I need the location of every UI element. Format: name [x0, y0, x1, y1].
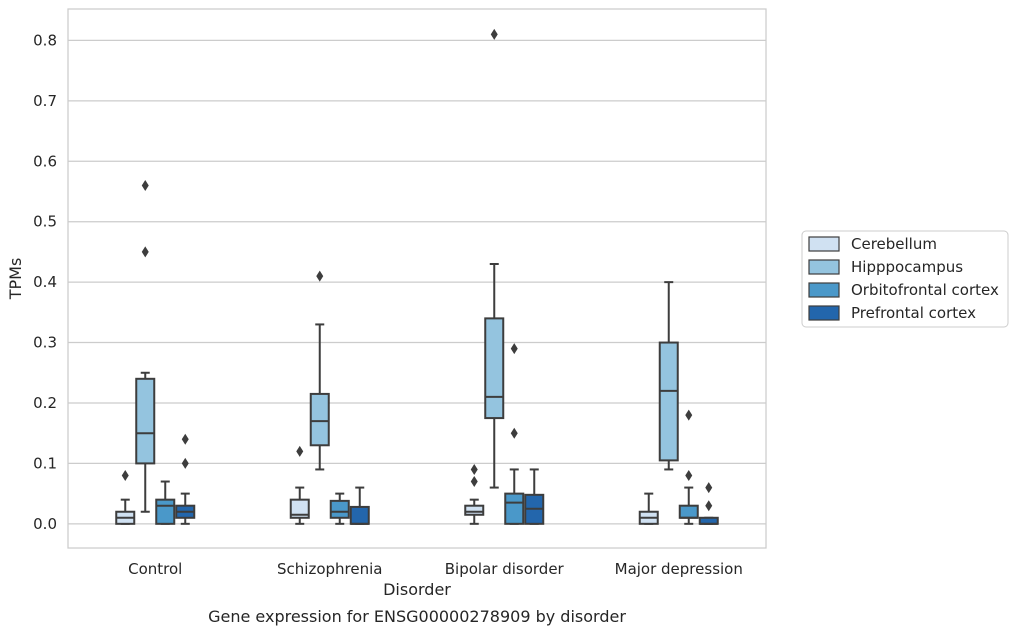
legend-label: Prefrontal cortex — [851, 304, 976, 322]
outlier-point — [121, 469, 129, 481]
y-tick-label: 0.0 — [33, 515, 57, 533]
y-axis-label: TPMs — [6, 258, 25, 301]
box-iqr — [155, 498, 176, 525]
outlier-point — [685, 469, 693, 481]
x-tick-label: Major depression — [615, 560, 743, 578]
box-hipppocampus — [658, 281, 679, 471]
box-prefrontal-cortex — [175, 433, 196, 525]
box-orbitofrontal-cortex — [155, 480, 176, 525]
box-cerebellum — [115, 469, 136, 525]
box-cerebellum — [289, 445, 310, 525]
box-iqr — [464, 504, 485, 516]
outlier-point — [705, 500, 713, 512]
outlier-point — [316, 270, 324, 282]
outlier-point — [490, 28, 498, 40]
box-prefrontal-cortex — [524, 468, 545, 525]
box-cerebellum — [464, 463, 485, 525]
box-prefrontal-cortex — [698, 482, 719, 525]
outlier-point — [141, 246, 149, 258]
legend-label: Cerebellum — [851, 235, 937, 253]
box-iqr — [678, 504, 699, 519]
outlier-point — [705, 482, 713, 494]
box-iqr — [504, 492, 525, 525]
box-hipppocampus — [484, 28, 505, 489]
box-iqr — [658, 341, 679, 462]
y-tick-label: 0.1 — [33, 454, 57, 472]
box-hipppocampus — [135, 179, 156, 513]
box-orbitofrontal-cortex — [678, 409, 699, 525]
y-tick-label: 0.6 — [33, 152, 57, 170]
legend: Cerebellum Hipppocampus Orbitofrontal cort… — [801, 230, 1009, 328]
legend-swatch — [808, 259, 840, 275]
chart-caption: Gene expression for ENSG00000278909 by d… — [208, 607, 626, 626]
boxes — [115, 28, 719, 525]
outlier-point — [470, 476, 478, 488]
box-iqr — [289, 498, 310, 519]
outlier-point — [685, 409, 693, 421]
legend-frame — [801, 230, 1009, 328]
box-iqr — [135, 377, 156, 465]
x-tick-label: Bipolar disorder — [445, 560, 565, 578]
box-iqr — [309, 392, 330, 447]
outlier-point — [141, 179, 149, 191]
y-tick-labels: 0.0 0.1 0.2 0.3 0.4 0.5 0.6 0.7 0.8 — [33, 31, 57, 532]
outlier-point — [510, 427, 518, 439]
outlier-point — [181, 433, 189, 445]
outlier-point — [181, 457, 189, 469]
legend-swatch — [808, 305, 840, 321]
box-iqr — [349, 505, 370, 525]
x-tick-labels: Control Schizophrenia Bipolar disorder Majo… — [128, 560, 743, 578]
box-orbitofrontal-cortex — [504, 343, 525, 525]
y-tick-label: 0.8 — [33, 31, 57, 49]
box-iqr — [484, 317, 505, 420]
x-axis-label: Disorder — [383, 580, 451, 599]
outlier-point — [510, 343, 518, 355]
outlier-point — [470, 463, 478, 475]
box-cerebellum — [638, 492, 659, 525]
box-hipppocampus — [309, 270, 330, 471]
plot-area-frame — [67, 8, 767, 549]
y-tick-label: 0.7 — [33, 92, 57, 110]
y-tick-label: 0.5 — [33, 213, 57, 231]
y-tick-label: 0.3 — [33, 334, 57, 352]
x-tick-label: Schizophrenia — [277, 560, 382, 578]
box-orbitofrontal-cortex — [329, 492, 350, 525]
legend-label: Orbitofrontal cortex — [851, 281, 999, 299]
x-tick-label: Control — [128, 560, 182, 578]
legend-label: Hipppocampus — [851, 258, 963, 276]
y-tick-label: 0.2 — [33, 394, 57, 412]
outlier-point — [296, 445, 304, 457]
y-tick-label: 0.4 — [33, 273, 57, 291]
box-prefrontal-cortex — [349, 486, 370, 525]
legend-swatch — [808, 236, 840, 252]
box-iqr — [329, 499, 350, 519]
legend-swatch — [808, 282, 840, 298]
